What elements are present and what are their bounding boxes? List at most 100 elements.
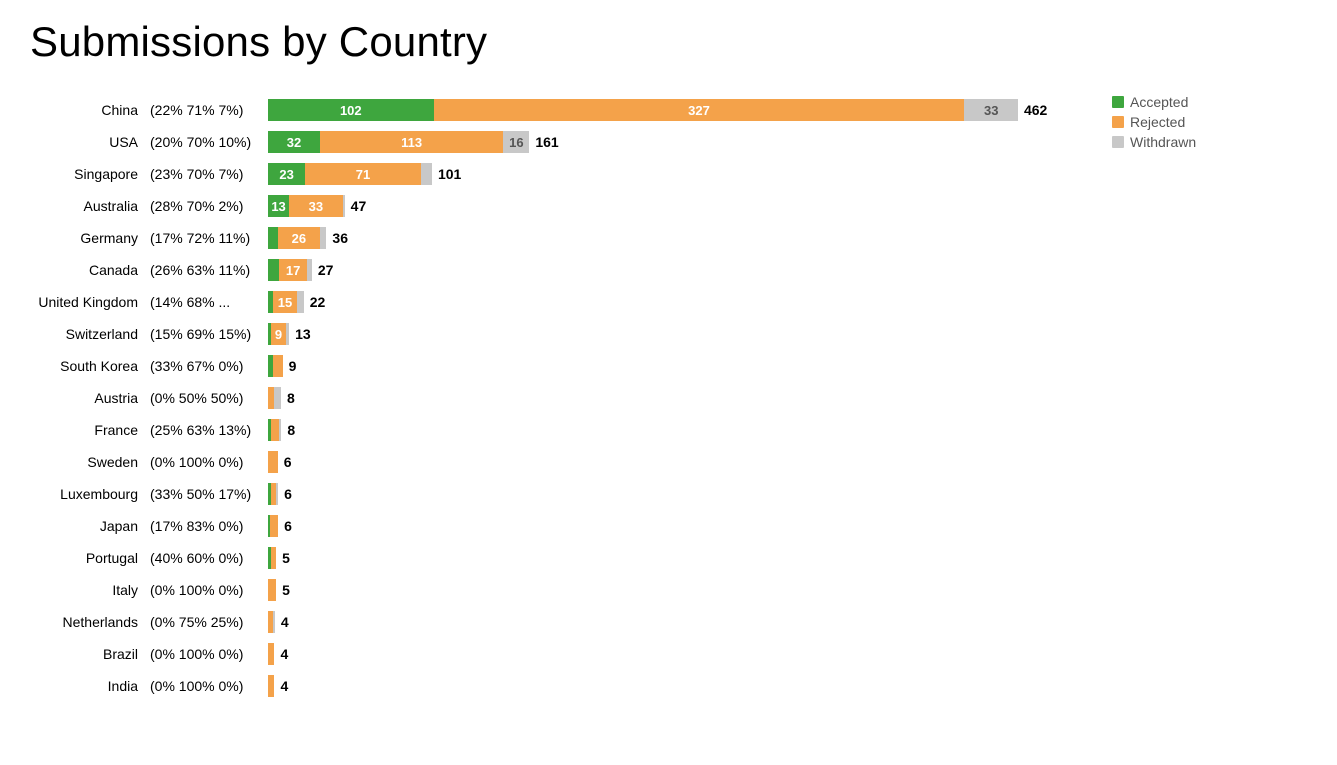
bar-segment-rejected	[273, 355, 283, 377]
row-labels: Singapore(23% 70% 7%)	[30, 166, 268, 182]
country-label: Luxembourg	[60, 486, 138, 502]
bar-segment-rejected	[268, 579, 276, 601]
chart-row: Netherlands(0% 75% 25%) 4	[30, 606, 1088, 638]
row-total: 6	[284, 486, 292, 502]
row-bars	[268, 419, 281, 441]
chart-row: USA(20% 70% 10%)3211316161	[30, 126, 1088, 158]
bar-segment-accepted: 13	[268, 195, 289, 217]
bar-segment-withdrawn	[320, 227, 326, 249]
pct-label: (23% 70% 7%)	[138, 166, 260, 182]
row-bars: 9	[268, 323, 289, 345]
bar-segment-rejected	[268, 451, 278, 473]
row-bars	[268, 547, 276, 569]
chart-row: United Kingdom(14% 68% ...1522	[30, 286, 1088, 318]
chart-row: Portugal(40% 60% 0%)5	[30, 542, 1088, 574]
chart-row: Sweden(0% 100% 0%)6	[30, 446, 1088, 478]
legend: Accepted Rejected Withdrawn	[1112, 94, 1196, 154]
pct-label: (14% 68% ...	[138, 294, 260, 310]
row-labels: Canada(26% 63% 11%)	[30, 262, 268, 278]
bar-segment-withdrawn	[297, 291, 303, 313]
bar-segment-withdrawn	[274, 387, 280, 409]
row-bars	[268, 355, 283, 377]
country-label: France	[94, 422, 138, 438]
bar-segment-rejected	[270, 515, 278, 537]
bar-segment-withdrawn	[343, 195, 345, 217]
pct-label: (0% 100% 0%)	[138, 646, 260, 662]
bar-segment-accepted: 32	[268, 131, 320, 153]
country-label: India	[108, 678, 138, 694]
chart-row: France(25% 63% 13%)8	[30, 414, 1088, 446]
pct-label: (28% 70% 2%)	[138, 198, 260, 214]
pct-label: (0% 100% 0%)	[138, 678, 260, 694]
row-total: 462	[1024, 102, 1047, 118]
row-labels: Portugal(40% 60% 0%)	[30, 550, 268, 566]
row-labels: France(25% 63% 13%)	[30, 422, 268, 438]
bar-segment-rejected: 26	[278, 227, 320, 249]
row-bars	[268, 675, 274, 697]
chart-row: Germany(17% 72% 11%)2636	[30, 222, 1088, 254]
row-labels: China(22% 71% 7%)	[30, 102, 268, 118]
row-labels: Australia(28% 70% 2%)	[30, 198, 268, 214]
row-bars: 10232733	[268, 99, 1018, 121]
row-total: 4	[280, 646, 288, 662]
legend-item-withdrawn: Withdrawn	[1112, 134, 1196, 150]
bar-segment-accepted	[268, 259, 279, 281]
row-total: 6	[284, 518, 292, 534]
pct-label: (0% 50% 50%)	[138, 390, 260, 406]
pct-label: (17% 72% 11%)	[138, 230, 260, 246]
bar-segment-rejected: 9	[271, 323, 286, 345]
pct-label: (20% 70% 10%)	[138, 134, 260, 150]
chart-row: Singapore(23% 70% 7%)2371101	[30, 158, 1088, 190]
legend-item-rejected: Rejected	[1112, 114, 1196, 130]
row-bars	[268, 451, 278, 473]
country-label: China	[101, 102, 138, 118]
row-bars	[268, 611, 275, 633]
row-labels: Netherlands(0% 75% 25%)	[30, 614, 268, 630]
country-label: Austria	[94, 390, 138, 406]
chart-row: Australia(28% 70% 2%)133347	[30, 190, 1088, 222]
country-label: South Korea	[60, 358, 138, 374]
chart-row: Canada(26% 63% 11%)1727	[30, 254, 1088, 286]
pct-label: (25% 63% 13%)	[138, 422, 260, 438]
row-bars	[268, 579, 276, 601]
row-total: 101	[438, 166, 461, 182]
chart-row: South Korea(33% 67% 0%)9	[30, 350, 1088, 382]
row-labels: Luxembourg(33% 50% 17%)	[30, 486, 268, 502]
country-label: Singapore	[74, 166, 138, 182]
country-label: Portugal	[86, 550, 138, 566]
legend-item-accepted: Accepted	[1112, 94, 1196, 110]
country-label: Australia	[84, 198, 138, 214]
chart-row: Switzerland(15% 69% 15%)913	[30, 318, 1088, 350]
row-labels: Japan(17% 83% 0%)	[30, 518, 268, 534]
bar-segment-rejected: 327	[434, 99, 965, 121]
bar-segment-withdrawn	[276, 483, 278, 505]
pct-label: (15% 69% 15%)	[138, 326, 260, 342]
country-label: Sweden	[87, 454, 138, 470]
country-label: Netherlands	[63, 614, 139, 630]
row-total: 4	[280, 678, 288, 694]
legend-swatch-withdrawn	[1112, 136, 1124, 148]
row-labels: Austria(0% 50% 50%)	[30, 390, 268, 406]
pct-label: (40% 60% 0%)	[138, 550, 260, 566]
pct-label: (0% 100% 0%)	[138, 454, 260, 470]
legend-label-accepted: Accepted	[1130, 94, 1188, 110]
bar-segment-withdrawn	[421, 163, 432, 185]
country-label: United Kingdom	[38, 294, 138, 310]
row-bars	[268, 515, 278, 537]
pct-label: (0% 75% 25%)	[138, 614, 260, 630]
chart-row: Japan(17% 83% 0%) 6	[30, 510, 1088, 542]
chart-title: Submissions by Country	[30, 18, 1307, 66]
bar-segment-rejected	[271, 547, 276, 569]
row-total: 4	[281, 614, 289, 630]
pct-label: (33% 67% 0%)	[138, 358, 260, 374]
row-labels: Sweden(0% 100% 0%)	[30, 454, 268, 470]
row-bars: 1333	[268, 195, 345, 217]
row-total: 5	[282, 582, 290, 598]
row-labels: Italy(0% 100% 0%)	[30, 582, 268, 598]
legend-swatch-rejected	[1112, 116, 1124, 128]
row-total: 8	[287, 390, 295, 406]
row-labels: Switzerland(15% 69% 15%)	[30, 326, 268, 342]
row-bars: 3211316	[268, 131, 529, 153]
bar-segment-rejected: 71	[305, 163, 420, 185]
row-total: 27	[318, 262, 334, 278]
